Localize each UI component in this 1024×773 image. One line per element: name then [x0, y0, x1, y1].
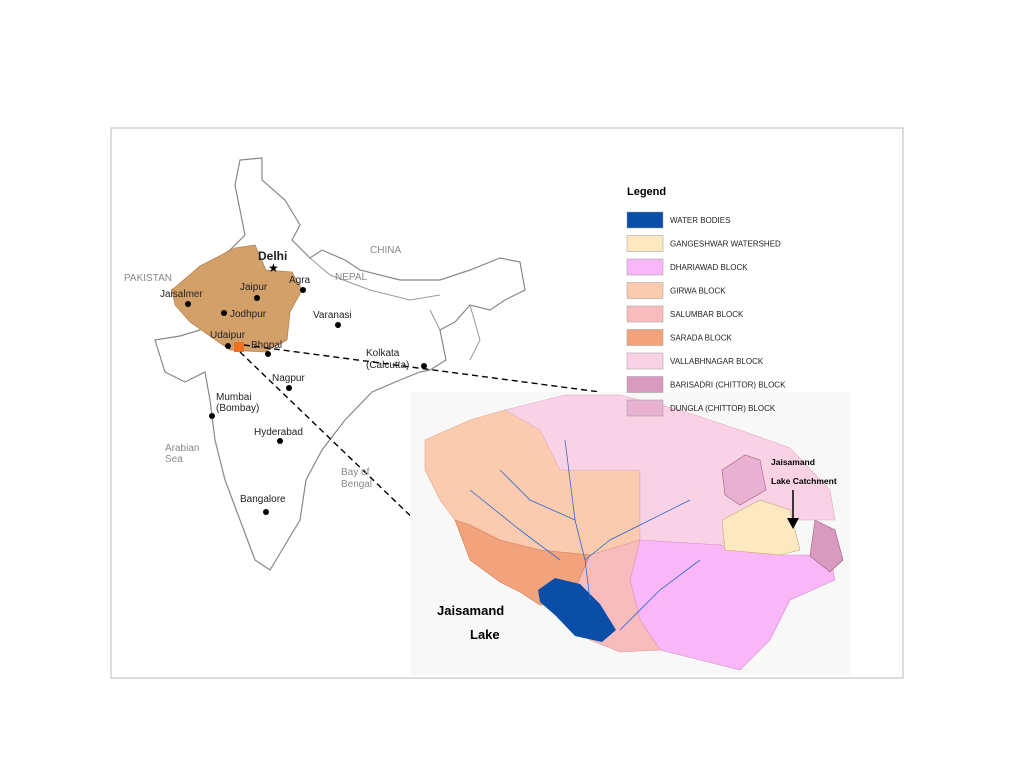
- legend-swatch: [626, 211, 664, 229]
- city-dot: [209, 413, 215, 419]
- city-label: Varanasi: [313, 310, 352, 321]
- cities: Agra Jaisalmer Jaipur Jodhpur Varanasi Udaipu…: [160, 275, 427, 515]
- city-dot: [277, 438, 283, 444]
- annotation: Lake Catchment: [771, 476, 837, 486]
- annotation: Lake: [470, 627, 500, 642]
- legend-label: BARISADRI (CHITTOR) BLOCK: [670, 381, 786, 390]
- city-dot: [286, 385, 292, 391]
- legend-swatch: [626, 329, 664, 346]
- legend-title: Legend: [627, 186, 666, 198]
- rajasthan: [171, 244, 303, 353]
- city-dot: [225, 343, 231, 349]
- legend-swatch: [626, 258, 664, 276]
- legend-label: SALUMBAR BLOCK: [670, 310, 744, 319]
- city-label: (Bombay): [216, 403, 259, 414]
- city-dot: [300, 287, 306, 293]
- block-map: [410, 392, 850, 675]
- legend-label: DHARIAWAD BLOCK: [670, 263, 748, 272]
- sea-label: Bay of: [341, 467, 370, 478]
- barisadri-block: [809, 519, 844, 573]
- city-label: Jodhpur: [230, 309, 267, 320]
- legend: WATER BODIES GANGESHWAR WATERSHED DHARIAWA…: [626, 211, 786, 417]
- city-label: Jaisalmer: [160, 289, 203, 300]
- gangeshwar-watershed: [721, 499, 801, 556]
- city-label: Agra: [289, 275, 311, 286]
- zoom-line: [239, 351, 473, 576]
- legend-swatch: [626, 376, 664, 393]
- study-area: [234, 342, 244, 352]
- annotation: Jaisamand: [771, 457, 815, 467]
- legend-label: VALLABHNAGAR BLOCK: [670, 357, 764, 366]
- capital-star: ★: [268, 261, 279, 275]
- country-label: CHINA: [370, 245, 401, 256]
- rivers: [469, 439, 701, 631]
- city-label: Jaipur: [240, 282, 268, 293]
- city-label: Kolkata: [366, 348, 400, 359]
- legend-label: GANGESHWAR WATERSHED: [670, 240, 781, 249]
- sea-label: Bengal: [341, 479, 372, 490]
- legend-label: DUNGLA (CHITTOR) BLOCK: [670, 404, 776, 413]
- legend-swatch: [626, 352, 664, 370]
- city-dot: [263, 509, 269, 515]
- city-label: (Calcutta): [366, 360, 409, 371]
- legend-swatch: [626, 399, 664, 417]
- city-label: Nagpur: [272, 373, 305, 384]
- annotation: Jaisamand: [437, 603, 504, 618]
- city-dot: [185, 301, 191, 307]
- country-label: PAKISTAN: [124, 273, 172, 284]
- city-dot: [265, 351, 271, 357]
- legend-swatch: [626, 282, 664, 299]
- city-label: Udaipur: [210, 330, 246, 341]
- city-dot: [421, 363, 427, 369]
- legend-label: GIRWA BLOCK: [670, 287, 726, 296]
- country-label: NEPAL: [335, 272, 367, 283]
- city-label: Hyderabad: [254, 427, 303, 438]
- capital-label: Delhi: [258, 249, 287, 263]
- arrow-head: [787, 518, 799, 529]
- city-dot: [335, 322, 341, 328]
- city-dot: [221, 310, 227, 316]
- city-dot: [254, 295, 260, 301]
- border-line: [309, 257, 481, 361]
- legend-label: SARADA BLOCK: [670, 334, 732, 343]
- city-label: Mumbai: [216, 392, 252, 403]
- city-label: Bhopal: [251, 340, 282, 351]
- legend-label: WATER BODIES: [670, 216, 730, 225]
- legend-swatch: [626, 305, 664, 323]
- dungla-block: [721, 454, 767, 506]
- sea-label: Arabian: [165, 443, 199, 454]
- city-label: Bangalore: [240, 494, 286, 505]
- jaisamand-lake: [538, 578, 616, 642]
- sea-label: Sea: [165, 454, 183, 465]
- legend-swatch: [626, 235, 664, 252]
